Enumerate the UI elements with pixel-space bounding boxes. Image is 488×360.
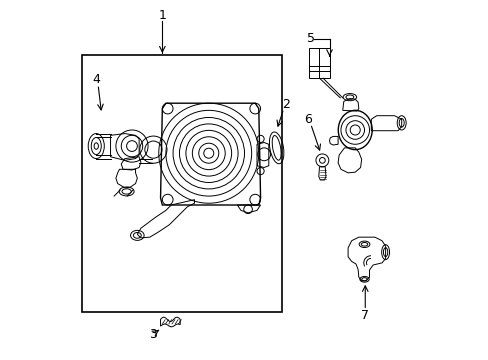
- Text: 6: 6: [304, 113, 311, 126]
- Bar: [82, 55, 282, 312]
- Text: 1: 1: [158, 9, 166, 22]
- Text: 7: 7: [361, 309, 368, 321]
- Text: 5: 5: [306, 32, 314, 45]
- Text: 2: 2: [281, 99, 289, 112]
- Text: 3: 3: [148, 328, 156, 341]
- Bar: [308, 48, 329, 78]
- Text: 4: 4: [92, 73, 100, 86]
